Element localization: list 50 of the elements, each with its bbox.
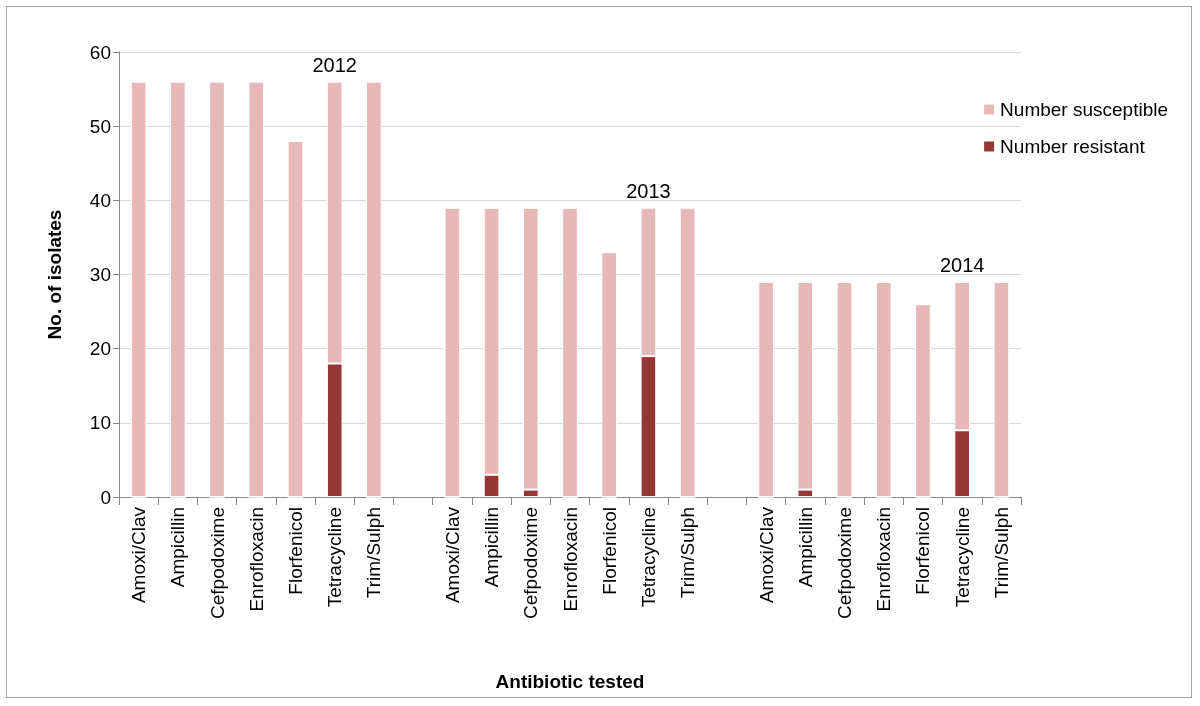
bar [679, 207, 696, 497]
x-tick-label: Trim/Sulph [990, 507, 1012, 599]
x-axis-title: Antibiotic tested [495, 671, 645, 692]
bar [209, 81, 225, 497]
x-tick-label: Ampicillin [481, 507, 503, 588]
x-tick-label: Enrofloxacin [559, 507, 581, 612]
x-tick-label: Cefpodoxime [520, 507, 542, 619]
annotation: 2012 [312, 53, 357, 76]
bar [836, 281, 853, 497]
x-tick-label: Tetracycline [951, 507, 973, 608]
y-tick-label: 10 [89, 412, 111, 434]
bar [366, 81, 382, 497]
legend-label: Number resistant [1000, 136, 1146, 157]
y-tick-label: 60 [89, 41, 111, 63]
bar [915, 304, 931, 497]
y-tick-label: 50 [89, 115, 111, 137]
x-tick-label: Trim/Sulph [363, 507, 385, 599]
x-tick-label: Enrofloxacin [245, 507, 267, 612]
x-tick-label: Ampicillin [167, 507, 189, 588]
bar [993, 281, 1010, 497]
y-tick-label: 20 [89, 338, 111, 360]
x-tick-label: Tetracycline [637, 507, 659, 608]
bar [248, 81, 265, 497]
annotation: 2014 [939, 253, 985, 276]
x-tick-label: Ampicillin [794, 507, 816, 588]
x-tick-label: Enrofloxacin [873, 507, 895, 612]
bar [287, 141, 304, 497]
x-tick-label: Florfenicol [284, 507, 306, 595]
bar [875, 281, 892, 497]
bar [601, 252, 618, 497]
x-tick-label: Amoxi/Clav [755, 506, 777, 604]
x-tick-label: Cefpodoxime [834, 507, 856, 619]
x-tick-label: Florfenicol [912, 507, 934, 595]
x-tick-label: Cefpodoxime [206, 507, 228, 619]
legend-label: Number susceptible [1000, 99, 1169, 120]
bar [130, 81, 147, 497]
bar [758, 281, 774, 497]
x-tick-label: Trim/Sulph [677, 507, 699, 599]
y-axis-title: No. of isolates [44, 209, 65, 340]
y-tick-label: 40 [89, 189, 111, 211]
x-tick-label: Florfenicol [598, 507, 620, 595]
bar [169, 81, 186, 497]
y-tick-label: 0 [100, 486, 111, 508]
bar [562, 207, 578, 497]
x-tick-label: Amoxi/Clav [128, 506, 150, 604]
x-tick-label: Amoxi/Clav [441, 506, 463, 604]
bar [444, 207, 461, 497]
x-tick-label: Tetracycline [324, 507, 346, 608]
y-tick-label: 30 [89, 264, 111, 285]
annotation: 2013 [626, 179, 671, 202]
